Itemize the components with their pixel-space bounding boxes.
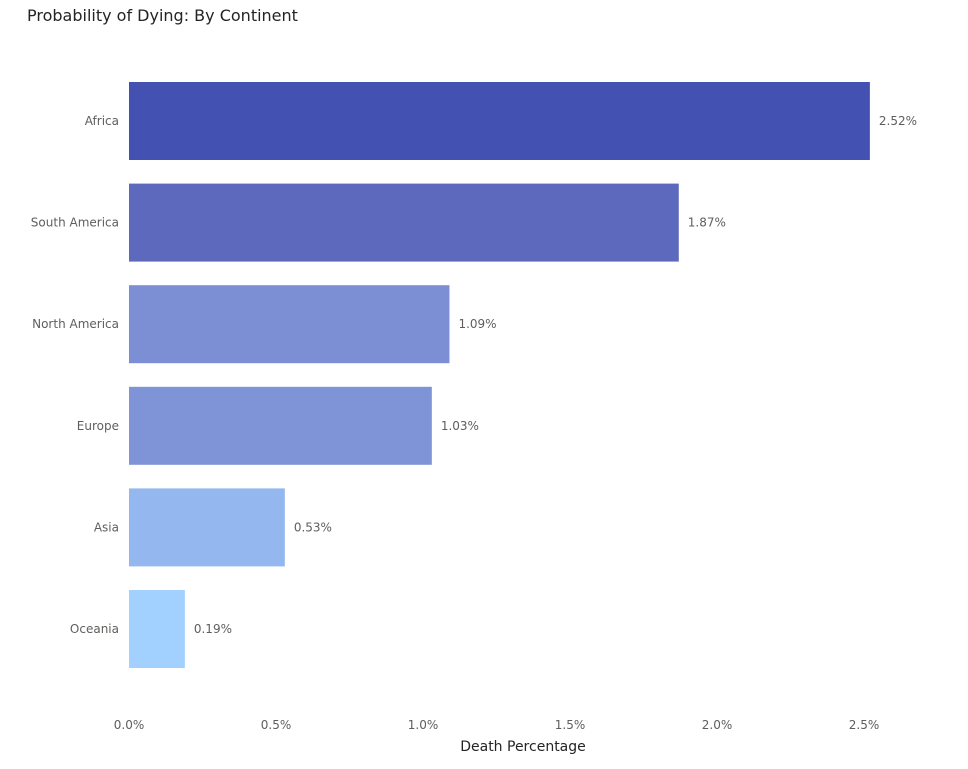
bars-layer [129, 82, 870, 668]
category-label: Africa [85, 114, 119, 128]
bar-oceania[interactable] [129, 590, 185, 668]
bar-asia[interactable] [129, 488, 285, 567]
x-tick-label: 0.5% [261, 718, 292, 732]
value-label: 2.52% [879, 114, 917, 128]
bar-south-america[interactable] [129, 183, 679, 262]
category-label: Oceania [70, 622, 119, 636]
value-label: 1.09% [458, 317, 496, 331]
x-axis-title: Death Percentage [460, 739, 586, 755]
value-label: 1.03% [441, 419, 479, 433]
value-label: 0.53% [294, 520, 332, 534]
bar-north-america[interactable] [129, 285, 450, 364]
x-tick-label: 1.5% [555, 718, 586, 732]
category-label: Europe [77, 419, 119, 433]
category-label: North America [32, 317, 119, 331]
category-label: Asia [94, 520, 119, 534]
x-axis-ticks: 0.0% 0.5% 1.0% 1.5% 2.0% 2.5% [114, 718, 880, 732]
category-labels: Africa South America North America Europe As… [31, 114, 119, 636]
x-tick-label: 1.0% [408, 718, 439, 732]
x-tick-label: 0.0% [114, 718, 145, 732]
value-labels: 2.52% 1.87% 1.09% 1.03% 0.53% 0.19% [194, 114, 917, 636]
chart-title: Probability of Dying: By Continent [27, 6, 298, 25]
value-label: 1.87% [688, 216, 726, 230]
x-tick-label: 2.0% [702, 718, 733, 732]
bar-europe[interactable] [129, 386, 432, 465]
bar-africa[interactable] [129, 82, 870, 160]
category-label: South America [31, 216, 119, 230]
value-label: 0.19% [194, 622, 232, 636]
x-tick-label: 2.5% [849, 718, 880, 732]
